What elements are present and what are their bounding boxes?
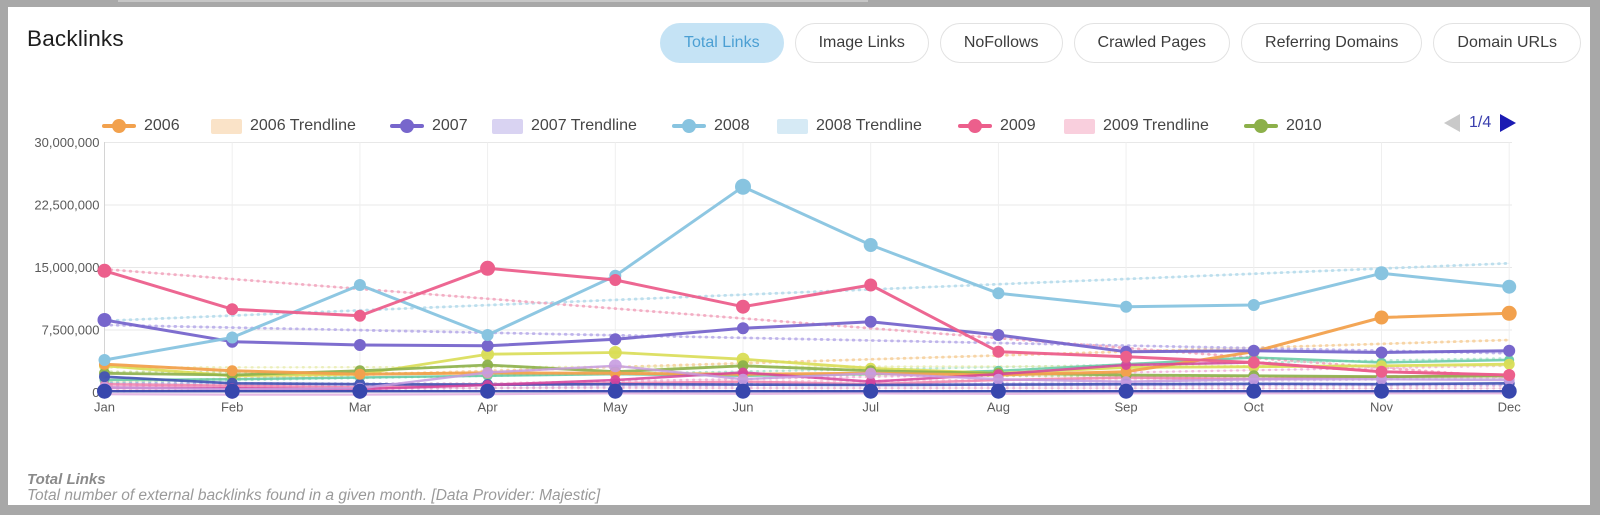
svg-text:7,500,000: 7,500,000 xyxy=(42,323,100,338)
svg-text:Apr: Apr xyxy=(477,400,498,415)
svg-text:Jul: Jul xyxy=(862,400,879,415)
svg-text:Dec: Dec xyxy=(1498,400,1522,415)
svg-text:Feb: Feb xyxy=(221,400,243,415)
svg-text:30,000,000: 30,000,000 xyxy=(34,135,99,150)
svg-text:Jun: Jun xyxy=(733,400,754,415)
svg-text:22,500,000: 22,500,000 xyxy=(34,198,99,213)
svg-text:15,000,000: 15,000,000 xyxy=(34,260,99,275)
svg-text:Aug: Aug xyxy=(987,400,1010,415)
svg-text:Nov: Nov xyxy=(1370,400,1394,415)
svg-text:Jan: Jan xyxy=(94,400,115,415)
svg-text:Mar: Mar xyxy=(349,400,372,415)
svg-text:0: 0 xyxy=(92,385,99,400)
svg-text:May: May xyxy=(603,400,628,415)
svg-text:Oct: Oct xyxy=(1244,400,1265,415)
svg-text:Sep: Sep xyxy=(1115,400,1138,415)
